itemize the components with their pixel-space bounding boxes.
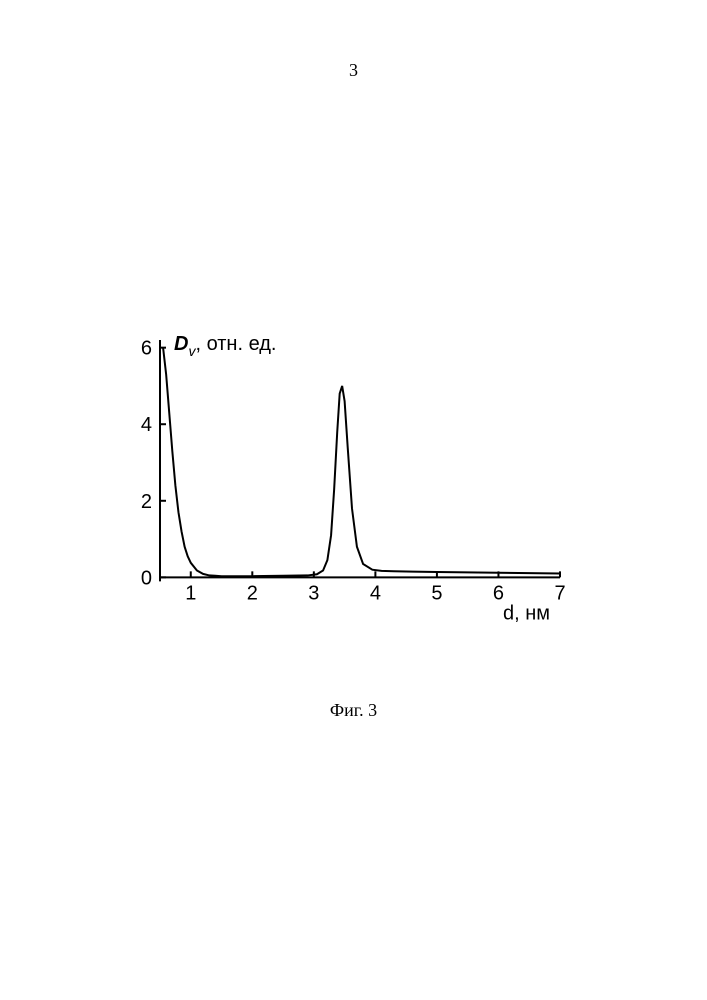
svg-text:3: 3 <box>308 582 319 604</box>
svg-text:6: 6 <box>493 582 504 604</box>
svg-text:0: 0 <box>141 567 152 589</box>
distribution-chart: 1 2 3 4 5 6 7 0 2 4 6 Dv, отн. ед. d, нм <box>120 330 570 630</box>
svg-text:2: 2 <box>141 491 152 513</box>
svg-text:2: 2 <box>247 582 258 604</box>
svg-text:d, нм: d, нм <box>503 602 550 624</box>
svg-text:7: 7 <box>554 582 565 604</box>
svg-text:6: 6 <box>141 338 152 360</box>
figure-caption: Фиг. 3 <box>0 700 707 721</box>
page-number: 3 <box>0 60 707 81</box>
svg-text:4: 4 <box>370 582 381 604</box>
svg-text:5: 5 <box>431 582 442 604</box>
svg-text:4: 4 <box>141 414 152 436</box>
svg-text:1: 1 <box>185 582 196 604</box>
chart-svg: 1 2 3 4 5 6 7 0 2 4 6 Dv, отн. ед. d, нм <box>120 330 570 630</box>
svg-text:Dv, отн. ед.: Dv, отн. ед. <box>174 333 276 359</box>
